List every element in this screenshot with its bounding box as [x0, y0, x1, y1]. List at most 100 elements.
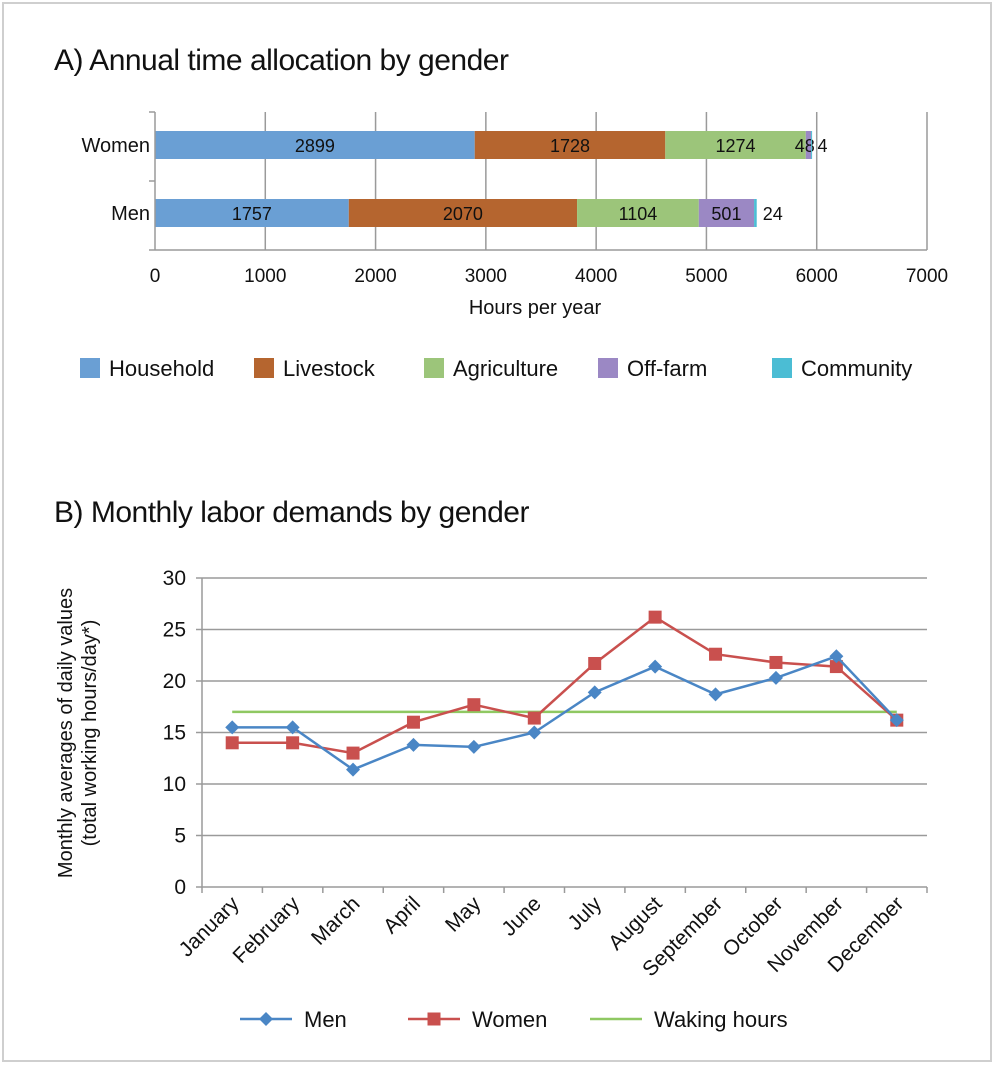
- chart-b-xtick-label: April: [379, 892, 425, 938]
- chart-a-xtick-label: 6000: [796, 266, 838, 287]
- chart-a-data-label: 501: [711, 204, 741, 224]
- chart-a-legend-item-community: Community: [772, 356, 912, 381]
- chart-b-point-men: [829, 649, 844, 664]
- chart-b-point-women: [527, 711, 541, 725]
- chart-b-ylabel-line1: Monthly averages of daily values: [55, 588, 77, 878]
- chart-a-bar-off-farm: [698, 199, 755, 227]
- chart-b: B) Monthly labor demands by gender 0 5 10 1…: [54, 496, 928, 1032]
- chart-b-point-women: [829, 660, 843, 674]
- chart-b-series: [225, 610, 904, 777]
- chart-a-bar-off-farm: [805, 131, 812, 159]
- chart-b-ytick-label: 20: [163, 670, 186, 693]
- chart-b-point-women: [709, 647, 723, 661]
- chart-b-series-men: [225, 649, 904, 777]
- chart-a-data-label: 1104: [619, 204, 658, 224]
- chart-b-series-women: [225, 610, 904, 760]
- chart-a-data-label: 4: [818, 136, 828, 156]
- chart-a-data-label: 1274: [716, 136, 756, 156]
- chart-b-title: B) Monthly labor demands by gender: [54, 496, 529, 529]
- chart-a-category-label: Women: [81, 135, 150, 157]
- chart-b-legend-label: Men: [304, 1007, 347, 1032]
- chart-a-legend-label: Off-farm: [627, 356, 707, 381]
- chart-b-point-women: [769, 655, 783, 669]
- chart-b-point-men: [527, 725, 542, 740]
- chart-b-point-men: [708, 687, 723, 702]
- chart-b-point-women: [346, 746, 360, 760]
- chart-a-bar-livestock: [474, 131, 666, 159]
- chart-b-legend-label: Waking hours: [654, 1007, 788, 1032]
- chart-a-legend-swatch: [424, 358, 444, 378]
- chart-b-legend-item-men: Men: [240, 1007, 347, 1032]
- chart-a-legend-item-agriculture: Agriculture: [424, 356, 558, 381]
- chart-b-xtick-label: February: [228, 892, 304, 968]
- chart-a-bar-community: [811, 131, 813, 159]
- chart-b-xtick-label: July: [564, 892, 607, 935]
- chart-a-bar-community: [754, 199, 757, 227]
- chart-a-bar-household: [155, 199, 349, 227]
- chart-b-ytick-label: 10: [163, 773, 186, 796]
- chart-a-legend-item-livestock: Livestock: [254, 356, 376, 381]
- chart-b-point-men: [587, 685, 602, 700]
- chart-b-legend-item-women: Women: [408, 1007, 547, 1032]
- chart-b-point-men: [466, 739, 481, 754]
- chart-b-point-women: [225, 736, 239, 750]
- chart-a-xtick-label: 3000: [465, 266, 507, 287]
- chart-b-point-women: [286, 736, 300, 750]
- chart-a-data-label: 1728: [550, 136, 590, 156]
- chart-a-data-label: 2070: [443, 204, 483, 224]
- chart-a-data-label: 1757: [232, 204, 272, 224]
- chart-a-data-label: 24: [763, 204, 783, 224]
- chart-b-ytick-label: 25: [163, 619, 186, 642]
- chart-a-bar-household: [155, 131, 475, 159]
- chart-b-ytick-label: 15: [163, 722, 186, 745]
- chart-b-xtick-label: June: [497, 892, 545, 940]
- chart-b-legend-label: Women: [472, 1007, 547, 1032]
- chart-b-point-men: [225, 720, 240, 735]
- chart-b-legend-marker: [427, 1012, 441, 1026]
- chart-b-point-women: [467, 698, 481, 712]
- chart-b-ytick-label: 5: [174, 825, 186, 848]
- chart-b-xtick-label: May: [441, 892, 486, 937]
- chart-b-point-women: [648, 610, 662, 624]
- chart-a-category-label: Men: [111, 203, 150, 225]
- chart-a-legend-swatch: [80, 358, 100, 378]
- chart-b-point-women: [406, 715, 420, 729]
- chart-a-xtick-label: 0: [150, 266, 161, 287]
- chart-a-bar-livestock: [348, 199, 578, 227]
- chart-b-gridlines: [202, 577, 927, 837]
- chart-b-ytick-label: 30: [163, 567, 186, 590]
- chart-a-legend-label: Community: [801, 356, 912, 381]
- chart-a-legend-item-household: Household: [80, 356, 214, 381]
- chart-a-legend: Household Livestock Agriculture Off-farm Com…: [80, 356, 912, 381]
- chart-a-bars: 2899 1728 1274 48 4 1757 2070 1104 501 24: [155, 131, 828, 227]
- chart-a-xtick-label: 4000: [575, 266, 617, 287]
- chart-a-legend-item-off-farm: Off-farm: [598, 356, 707, 381]
- chart-b-point-men: [285, 720, 300, 735]
- chart-b-ylabel: Monthly averages of daily values (total …: [55, 588, 101, 878]
- chart-b-point-women: [588, 656, 602, 670]
- chart-a-xtick-label: 2000: [354, 266, 396, 287]
- chart-a-bar-agriculture: [665, 131, 806, 159]
- chart-a-xtick-label: 5000: [685, 266, 727, 287]
- chart-a-legend-label: Livestock: [283, 356, 376, 381]
- chart-a-bar-agriculture: [577, 199, 699, 227]
- chart-a: A) Annual time allocation by gender 2899…: [54, 44, 948, 381]
- chart-b-legend-item-waking-hours: Waking hours: [590, 1007, 788, 1032]
- chart-b-point-men: [768, 670, 783, 685]
- chart-a-xtick-label: 1000: [244, 266, 286, 287]
- chart-a-axes: 0 1000 2000 3000 4000 5000 6000 7000 Women Men: [81, 111, 948, 287]
- chart-b-point-men: [648, 659, 663, 674]
- chart-b-ylabel-line2: (total working hours/day*): [79, 620, 101, 847]
- chart-a-legend-label: Agriculture: [453, 356, 558, 381]
- chart-b-line-women: [232, 615, 898, 755]
- chart-b-point-men: [889, 713, 904, 728]
- chart-a-xtick-label: 7000: [906, 266, 948, 287]
- chart-a-legend-swatch: [772, 358, 792, 378]
- chart-b-legend: Men Women Waking hours: [240, 1007, 788, 1032]
- chart-a-legend-label: Household: [109, 356, 214, 381]
- chart-b-line-men: [232, 654, 898, 771]
- chart-b-xtick-label: March: [307, 892, 365, 950]
- chart-b-ytick-label: 0: [174, 876, 186, 899]
